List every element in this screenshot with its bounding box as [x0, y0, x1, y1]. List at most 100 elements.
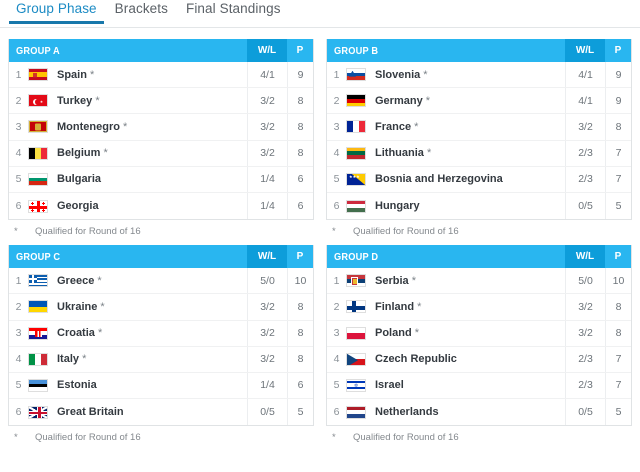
table-row[interactable]: 1 Serbia * 5/0 10 [327, 268, 631, 295]
footnote-text: Qualified for Round of 16 [353, 226, 459, 238]
table-row[interactable]: 5 ★★★ Bosnia and Herzegovina 2/3 7 [327, 166, 631, 193]
rank-cell: 3 [333, 327, 340, 340]
win-loss-cell: 4/1 [565, 62, 605, 88]
table-row[interactable]: 2 Ukraine * 3/2 8 [9, 294, 313, 321]
qualification-footnote: * Qualified for Round of 16 [326, 220, 632, 245]
team-name-cell: Finland * [366, 301, 565, 313]
group-title: GROUP A [16, 44, 60, 57]
rank-cell: 3 [333, 120, 340, 133]
group-title: GROUP D [334, 250, 379, 263]
rank-cell: 6 [15, 406, 22, 419]
tab-group-phase[interactable]: Group Phase [7, 0, 106, 24]
table-row[interactable]: 2 Germany * 4/1 9 [327, 88, 631, 115]
standings-rows: 1 Greece * 5/0 10 2 Ukraine * 3/2 8 3 Croatia * 3/… [9, 268, 313, 426]
qualified-star: * [94, 274, 102, 287]
rank-cell: 5 [15, 173, 22, 186]
win-loss-cell: 3/2 [247, 320, 287, 346]
rank-cell: 1 [333, 274, 340, 287]
points-cell: 8 [605, 294, 631, 320]
team-name: Ukraine [57, 300, 98, 313]
points-cell: 6 [287, 192, 313, 220]
team-name: Montenegro [57, 120, 120, 133]
group-standings-grid: GROUP A W/L P 1 Spain * 4/1 9 2 Turkey * 3/2 8 3 Mon… [0, 28, 640, 451]
qualified-star: * [119, 120, 128, 133]
rank-cell: 2 [15, 94, 22, 107]
table-row[interactable]: 6 Georgia 1/4 6 [9, 192, 313, 220]
team-name-cell: Turkey * [48, 95, 247, 107]
team-name-cell: Serbia * [366, 275, 565, 287]
table-row[interactable]: 5 Bulgaria 1/4 6 [9, 166, 313, 193]
win-loss-cell: 2/3 [565, 166, 605, 192]
flag-montenegro-icon [28, 120, 48, 134]
rank-cell: 5 [333, 173, 340, 186]
flag-greece-icon [28, 274, 48, 288]
qualified-star: * [92, 94, 100, 107]
table-row[interactable]: 2 Finland * 3/2 8 [327, 294, 631, 321]
flag-croatia-icon [28, 326, 48, 340]
column-header-wl: W/L [247, 39, 287, 62]
win-loss-cell: 3/2 [247, 140, 287, 166]
rank-cell: 6 [333, 406, 340, 419]
tab-brackets[interactable]: Brackets [114, 1, 168, 16]
table-row[interactable]: 1 Slovenia * 4/1 9 [327, 62, 631, 89]
win-loss-cell: 4/1 [247, 62, 287, 88]
table-row[interactable]: 3 Poland * 3/2 8 [327, 320, 631, 347]
table-row[interactable]: 6 Hungary 0/5 5 [327, 192, 631, 220]
qualified-star: * [408, 274, 416, 287]
table-row[interactable]: 6 Netherlands 0/5 5 [327, 399, 631, 426]
table-row[interactable]: 3 France * 3/2 8 [327, 114, 631, 141]
team-name-cell: Belgium * [48, 147, 247, 159]
table-row[interactable]: 3 Montenegro * 3/2 8 [9, 114, 313, 141]
qualified-star: * [423, 147, 432, 160]
rank-cell: 5 [333, 379, 340, 392]
team-name: Estonia [57, 379, 97, 392]
table-row[interactable]: 6 Great Britain 0/5 5 [9, 399, 313, 426]
table-row[interactable]: 1 Spain * 4/1 9 [9, 62, 313, 89]
win-loss-cell: 1/4 [247, 192, 287, 220]
table-row[interactable]: 2 Turkey * 3/2 8 [9, 88, 313, 115]
win-loss-cell: 3/2 [247, 88, 287, 114]
flag-ukraine-icon [28, 300, 48, 314]
win-loss-cell: 0/5 [565, 399, 605, 426]
rank-cell: 1 [15, 68, 22, 81]
flag-hungary-icon [346, 199, 366, 213]
team-name-cell: Estonia [48, 379, 247, 391]
points-cell: 9 [605, 62, 631, 88]
table-row[interactable]: 4 Czech Republic 2/3 7 [327, 346, 631, 373]
team-name-cell: Croatia * [48, 327, 247, 339]
group-block: GROUP C W/L P 1 Greece * 5/0 10 2 Ukraine * 3/2 8 3… [8, 245, 314, 451]
flag-serbia-icon [346, 274, 366, 288]
points-cell: 8 [287, 114, 313, 140]
points-cell: 9 [287, 62, 313, 88]
qualified-star: * [97, 300, 105, 313]
table-row[interactable]: 4 Belgium * 3/2 8 [9, 140, 313, 167]
team-name-cell: Poland * [366, 327, 565, 339]
qualified-star: * [94, 327, 103, 340]
table-row[interactable]: 4 Italy * 3/2 8 [9, 346, 313, 373]
footnote-star: * [332, 432, 336, 444]
qualified-star: * [420, 68, 428, 81]
team-name: Spain [57, 68, 87, 81]
table-row[interactable]: 3 Croatia * 3/2 8 [9, 320, 313, 347]
tab-final-standings[interactable]: Final Standings [185, 1, 281, 16]
rank-cell: 2 [333, 94, 340, 107]
table-row[interactable]: 5 Estonia 1/4 6 [9, 372, 313, 400]
group-block: GROUP B W/L P 1 Slovenia * 4/1 9 2 Germany * 4/1 9… [326, 39, 632, 245]
team-name: Bosnia and Herzegovina [375, 173, 503, 186]
column-header-p: P [296, 251, 304, 263]
qualified-star: * [414, 300, 422, 313]
table-row[interactable]: 1 Greece * 5/0 10 [9, 268, 313, 295]
column-header-wl: W/L [565, 245, 605, 269]
group-card-header: GROUP A W/L P [9, 39, 313, 62]
team-name: Poland [375, 327, 412, 340]
team-name: Finland [375, 300, 415, 313]
table-row[interactable]: 5 ✡ Israel 2/3 7 [327, 372, 631, 400]
rank-cell: 3 [15, 120, 22, 133]
win-loss-cell: 5/0 [247, 268, 287, 294]
table-row[interactable]: 4 Lithuania * 2/3 7 [327, 140, 631, 167]
flag-turkey-icon [28, 94, 48, 108]
team-name-cell: Spain * [48, 69, 247, 81]
flag-poland-icon [346, 326, 366, 340]
group-card: GROUP C W/L P 1 Greece * 5/0 10 2 Ukraine * 3/2 8 3… [8, 245, 314, 427]
column-header-wl: W/L [247, 245, 287, 269]
